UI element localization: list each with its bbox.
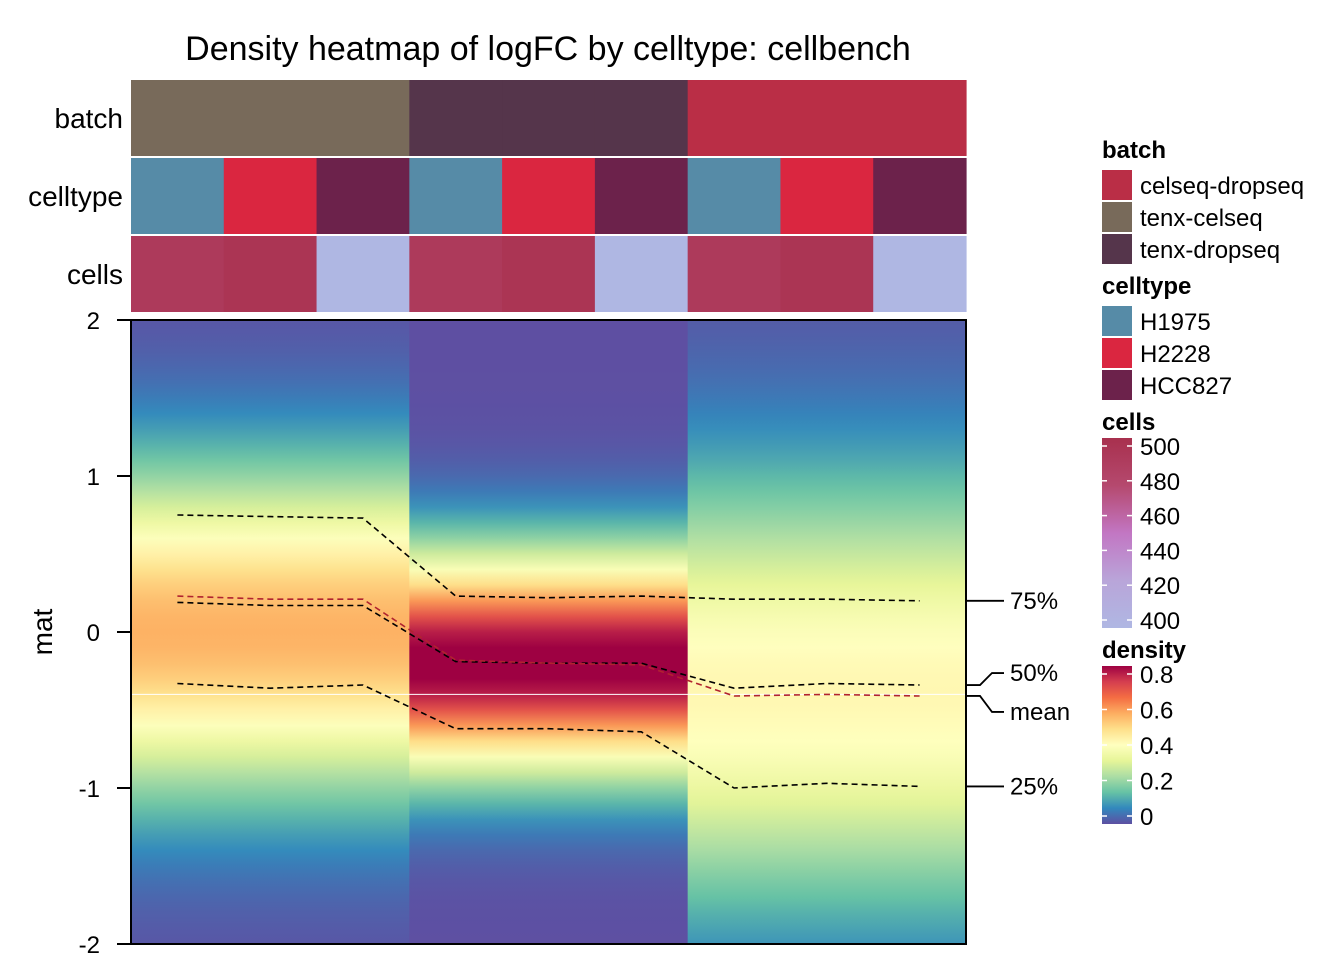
line-q50 xyxy=(177,601,920,690)
legend-label-density: 0.6 xyxy=(1140,698,1173,725)
celltype-cell xyxy=(687,158,782,234)
cells-cell xyxy=(780,236,874,312)
cells-cell xyxy=(502,236,596,312)
quantile-label-mean: mean xyxy=(1010,699,1070,726)
legend-label-density: 0.2 xyxy=(1140,769,1173,796)
cells-cell xyxy=(594,236,689,312)
annotation-row-labels: batch celltype cells xyxy=(28,103,123,290)
row-label-batch: batch xyxy=(55,103,124,134)
legend-swatch-batch xyxy=(1102,170,1132,200)
legend-label-cells: 500 xyxy=(1140,434,1180,461)
batch-cell xyxy=(316,80,410,156)
legend-title-celltype: celltype xyxy=(1102,273,1191,300)
batch-cell xyxy=(131,80,225,156)
batch-cell xyxy=(780,80,874,156)
quantile-label-q25: 25% xyxy=(1010,773,1058,800)
y-axis-label: mat xyxy=(27,608,58,655)
cells-cell xyxy=(409,236,503,312)
celltype-cell xyxy=(316,158,410,234)
celltype-cell xyxy=(873,158,967,234)
heatmap-column xyxy=(409,320,503,944)
legend-swatch-batch xyxy=(1102,202,1132,232)
y-tick-label: 2 xyxy=(87,308,100,335)
celltype-cell xyxy=(223,158,318,234)
cells-cell xyxy=(873,236,967,312)
batch-cell xyxy=(594,80,689,156)
legend-swatch-celltype xyxy=(1102,338,1132,368)
cells-cell xyxy=(687,236,782,312)
celltype-cell xyxy=(131,158,225,234)
legend-title-batch: batch xyxy=(1102,137,1166,164)
legend-label-batch: celseq-dropseq xyxy=(1140,173,1304,200)
cells-cell xyxy=(131,236,225,312)
legend-title-density: density xyxy=(1102,637,1187,664)
legend-label-cells: 440 xyxy=(1140,538,1180,565)
heatmap-column xyxy=(873,320,967,944)
y-tick-label: -2 xyxy=(79,932,100,959)
celltype-cell xyxy=(594,158,689,234)
annotation-tracks xyxy=(131,80,967,312)
celltype-cell xyxy=(780,158,874,234)
quantile-connector-q50 xyxy=(966,672,1004,686)
legend-swatch-celltype xyxy=(1102,370,1132,400)
batch-cell xyxy=(873,80,967,156)
heatmap-column xyxy=(780,320,874,944)
legend-label-cells: 400 xyxy=(1140,608,1180,635)
line-mean xyxy=(177,595,920,697)
y-tick-label: 1 xyxy=(87,464,100,491)
legend-label-celltype: H1975 xyxy=(1140,309,1211,336)
row-label-celltype: celltype xyxy=(28,181,123,212)
chart-title: Density heatmap of logFC by celltype: ce… xyxy=(185,30,911,68)
legend: batch celseq-dropseq tenx-celseq tenx-drops… xyxy=(1102,137,1304,831)
cells-cell xyxy=(223,236,318,312)
quantile-label-q75: 75% xyxy=(1010,588,1058,615)
y-tick-label: 0 xyxy=(87,620,100,647)
batch-cell xyxy=(502,80,596,156)
legend-label-batch: tenx-dropseq xyxy=(1140,237,1280,264)
heatmap-body xyxy=(130,319,967,945)
line-q75 xyxy=(177,514,920,602)
legend-swatch-batch xyxy=(1102,234,1132,264)
heatmap-column xyxy=(502,320,596,944)
quantile-connector-mean xyxy=(966,695,1004,713)
celltype-cell xyxy=(409,158,503,234)
quantile-lines xyxy=(177,514,920,789)
legend-label-density: 0.8 xyxy=(1140,662,1173,689)
legend-title-cells: cells xyxy=(1102,409,1155,436)
heatmap-column xyxy=(223,320,318,944)
legend-label-cells: 480 xyxy=(1140,469,1180,496)
legend-label-cells: 420 xyxy=(1140,573,1180,600)
batch-cell xyxy=(223,80,318,156)
row-label-cells: cells xyxy=(67,259,123,290)
legend-label-density: 0 xyxy=(1140,804,1153,831)
batch-cell xyxy=(687,80,782,156)
legend-swatch-celltype xyxy=(1102,306,1132,336)
heatmap-column xyxy=(594,320,689,944)
y-axis: 2 1 0 -1 -2 xyxy=(79,308,132,959)
legend-label-density: 0.4 xyxy=(1140,733,1173,760)
legend-label-celltype: H2228 xyxy=(1140,341,1211,368)
heatmap-column xyxy=(316,320,410,944)
quantile-labels: 75% 50% mean 25% xyxy=(966,588,1070,800)
heatmap-column xyxy=(687,320,782,944)
legend-colorbar-cells xyxy=(1102,438,1132,628)
legend-label-batch: tenx-celseq xyxy=(1140,205,1263,232)
line-q25 xyxy=(177,682,920,789)
cells-cell xyxy=(316,236,410,312)
legend-label-celltype: HCC827 xyxy=(1140,373,1232,400)
legend-label-cells: 460 xyxy=(1140,504,1180,531)
batch-cell xyxy=(409,80,503,156)
y-tick-label: -1 xyxy=(79,776,100,803)
heatmap-column xyxy=(131,320,225,944)
celltype-cell xyxy=(502,158,596,234)
quantile-label-q50: 50% xyxy=(1010,660,1058,687)
